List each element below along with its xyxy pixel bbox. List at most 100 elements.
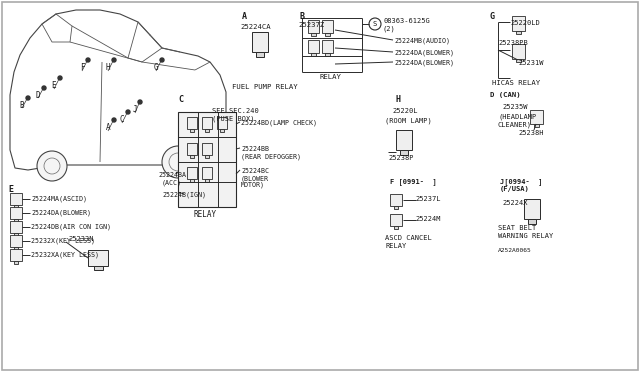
- Bar: [516, 59, 521, 62]
- Bar: [187, 117, 197, 129]
- Bar: [529, 219, 536, 224]
- Text: (HEADLAMP
CLEANER): (HEADLAMP CLEANER): [498, 114, 536, 128]
- Bar: [205, 129, 209, 132]
- Text: (BLOWER: (BLOWER: [241, 175, 269, 182]
- Text: 25224DA(BLOWER): 25224DA(BLOWER): [394, 59, 454, 65]
- Text: J: J: [132, 106, 138, 115]
- Text: 25237L: 25237L: [415, 196, 440, 202]
- Circle shape: [58, 76, 62, 80]
- Text: C: C: [120, 115, 124, 125]
- Circle shape: [112, 118, 116, 122]
- Bar: [325, 33, 330, 36]
- Text: 25231W: 25231W: [518, 60, 543, 66]
- Bar: [311, 53, 316, 56]
- Circle shape: [126, 110, 130, 114]
- Text: 25232XA(KEY LESS): 25232XA(KEY LESS): [31, 252, 99, 259]
- Text: SEE SEC.240
(FUSE BOX): SEE SEC.240 (FUSE BOX): [212, 108, 259, 122]
- Text: 25233N: 25233N: [68, 236, 93, 242]
- Bar: [205, 155, 209, 158]
- Text: 25224X: 25224X: [502, 200, 527, 206]
- Text: (REAR DEFOGGER): (REAR DEFOGGER): [241, 153, 301, 160]
- Bar: [530, 110, 543, 124]
- Bar: [217, 117, 227, 129]
- Bar: [394, 206, 398, 209]
- Text: (2): (2): [383, 26, 396, 32]
- Bar: [10, 235, 22, 247]
- Text: H: H: [106, 64, 110, 73]
- Bar: [252, 32, 268, 52]
- Bar: [220, 129, 224, 132]
- Bar: [10, 207, 22, 219]
- Bar: [13, 233, 19, 236]
- Circle shape: [26, 96, 30, 100]
- Text: 25224DA(BLOWER): 25224DA(BLOWER): [31, 210, 91, 217]
- Bar: [308, 40, 319, 53]
- Bar: [13, 261, 19, 264]
- Bar: [13, 219, 19, 222]
- Text: 25224BA: 25224BA: [158, 172, 186, 178]
- Text: 25224MA(ASCID): 25224MA(ASCID): [31, 196, 87, 202]
- Bar: [401, 150, 408, 155]
- Text: 25232X(KEY LESS): 25232X(KEY LESS): [31, 238, 95, 244]
- Bar: [390, 194, 402, 206]
- Text: 25220LD: 25220LD: [510, 20, 540, 26]
- Text: D: D: [36, 90, 40, 99]
- Bar: [394, 226, 398, 229]
- Text: ASCD CANCEL
RELAY: ASCD CANCEL RELAY: [385, 235, 432, 248]
- Text: 25235W: 25235W: [502, 104, 527, 110]
- Bar: [215, 118, 225, 136]
- Text: 25238H: 25238H: [518, 130, 543, 136]
- Bar: [190, 155, 194, 158]
- Text: HICAS RELAY: HICAS RELAY: [492, 80, 540, 86]
- Bar: [396, 130, 412, 150]
- Bar: [88, 250, 108, 266]
- Bar: [187, 143, 197, 155]
- Text: FUEL PUMP RELAY: FUEL PUMP RELAY: [232, 84, 298, 90]
- Bar: [534, 124, 539, 127]
- Bar: [512, 16, 525, 31]
- Bar: [322, 40, 333, 53]
- Circle shape: [37, 151, 67, 181]
- Bar: [190, 129, 194, 132]
- Text: 25224BB: 25224BB: [241, 146, 269, 152]
- Text: 25224DA(BLOWER): 25224DA(BLOWER): [394, 49, 454, 55]
- Text: B: B: [20, 100, 24, 109]
- Bar: [390, 214, 402, 226]
- Text: 25224BD(LAMP CHECK): 25224BD(LAMP CHECK): [241, 120, 317, 126]
- Bar: [93, 266, 102, 270]
- Bar: [516, 31, 521, 34]
- Text: 25224BC: 25224BC: [241, 168, 269, 174]
- Text: 25238P: 25238P: [388, 155, 413, 161]
- Text: 25238PB: 25238PB: [498, 40, 528, 46]
- Text: MOTOR): MOTOR): [241, 182, 265, 189]
- Bar: [10, 249, 22, 261]
- Circle shape: [138, 100, 142, 104]
- Bar: [202, 167, 212, 179]
- Text: 25224MB(AUDIO): 25224MB(AUDIO): [394, 37, 450, 44]
- Text: 08363-6125G: 08363-6125G: [383, 18, 429, 24]
- Text: G: G: [490, 12, 495, 21]
- Text: RELAY: RELAY: [319, 74, 341, 80]
- Text: SEAT BELT
WARNING RELAY: SEAT BELT WARNING RELAY: [498, 225, 553, 238]
- Text: 25224DB(AIR CON IGN): 25224DB(AIR CON IGN): [31, 224, 111, 231]
- Bar: [311, 33, 316, 36]
- Circle shape: [86, 58, 90, 62]
- Text: S: S: [373, 21, 377, 27]
- Text: E: E: [8, 185, 13, 194]
- Bar: [178, 112, 236, 207]
- Circle shape: [112, 58, 116, 62]
- Bar: [10, 221, 22, 233]
- Bar: [190, 179, 194, 182]
- Text: 25224CA: 25224CA: [240, 24, 271, 30]
- Bar: [13, 205, 19, 208]
- Bar: [202, 117, 212, 129]
- Text: F [0991-  ]: F [0991- ]: [390, 178, 436, 185]
- Bar: [257, 52, 264, 57]
- Bar: [10, 193, 22, 205]
- Text: (ROOM LAMP): (ROOM LAMP): [385, 118, 432, 125]
- Text: F: F: [80, 64, 84, 73]
- Text: H: H: [396, 95, 401, 104]
- Circle shape: [160, 58, 164, 62]
- Text: D (CAN): D (CAN): [490, 92, 520, 98]
- Text: A: A: [106, 124, 110, 132]
